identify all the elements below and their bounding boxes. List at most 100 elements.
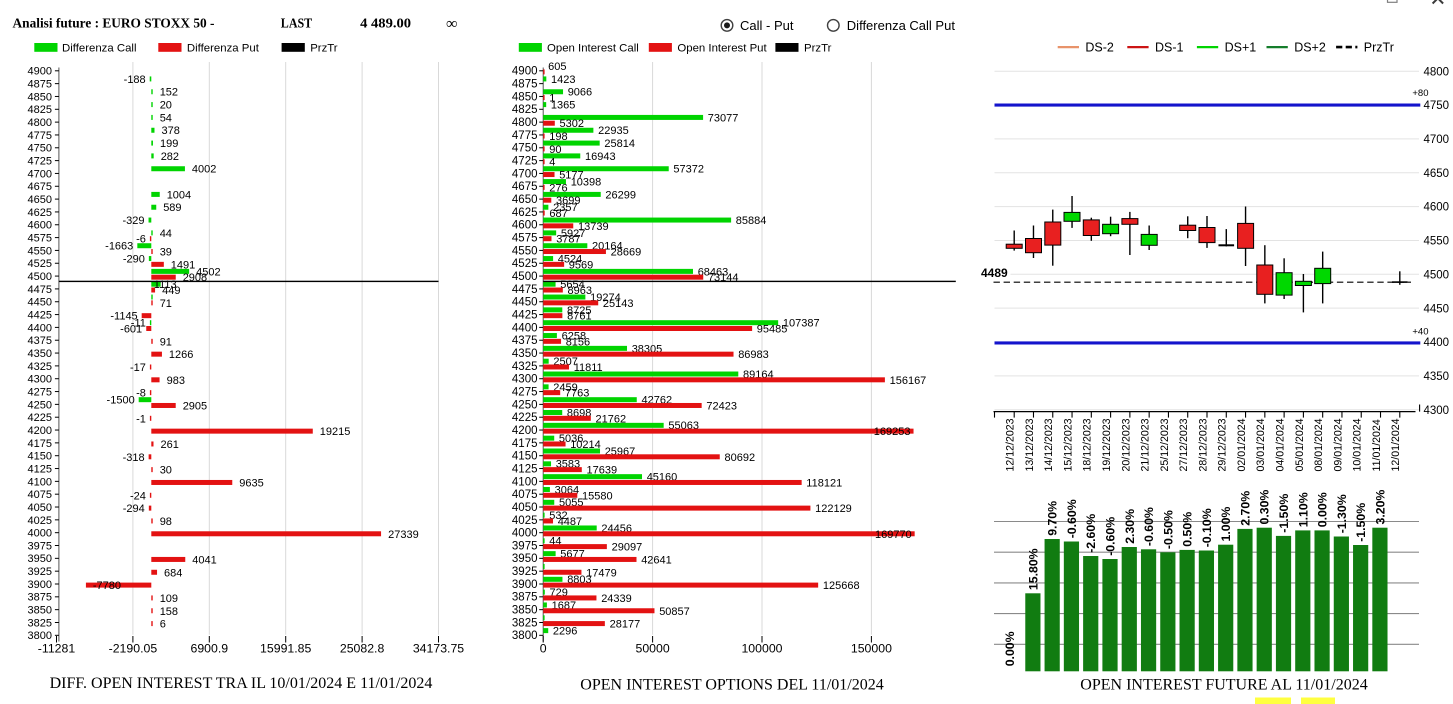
- svg-text:DS+2: DS+2: [1294, 40, 1326, 54]
- svg-text:983: 983: [167, 375, 185, 387]
- svg-text:68463: 68463: [698, 266, 729, 278]
- svg-text:-0.60%: -0.60%: [1104, 517, 1118, 556]
- svg-text:11/01/2024: 11/01/2024: [1371, 419, 1383, 471]
- svg-text:4600: 4600: [28, 220, 52, 232]
- svg-text:DS-2: DS-2: [1085, 40, 1114, 54]
- svg-text:Open Interest Put: Open Interest Put: [677, 42, 767, 54]
- svg-text:4775: 4775: [512, 130, 538, 142]
- svg-text:-1.50%: -1.50%: [1354, 503, 1368, 542]
- svg-text:4575: 4575: [512, 233, 538, 245]
- svg-text:17639: 17639: [587, 465, 618, 477]
- svg-text:2.30%: 2.30%: [1123, 509, 1137, 544]
- svg-text:4575: 4575: [28, 233, 52, 245]
- svg-text:4075: 4075: [28, 489, 52, 501]
- svg-text:29/12/2023: 29/12/2023: [1217, 418, 1229, 471]
- svg-text:4489: 4489: [981, 266, 1008, 280]
- svg-text:4700: 4700: [28, 168, 52, 180]
- svg-text:13739: 13739: [578, 221, 609, 233]
- svg-text:4450: 4450: [28, 297, 52, 309]
- svg-text:4150: 4150: [28, 451, 52, 463]
- svg-text:Differenza Put: Differenza Put: [187, 42, 260, 54]
- svg-text:80692: 80692: [725, 452, 756, 464]
- svg-text:4: 4: [549, 157, 555, 169]
- svg-text:3925: 3925: [28, 566, 52, 578]
- svg-text:4200: 4200: [28, 425, 52, 437]
- svg-text:684: 684: [164, 567, 182, 579]
- svg-text:OPEN INTEREST OPTIONS DEL 11/0: OPEN INTEREST OPTIONS DEL 11/01/2024: [580, 677, 883, 694]
- svg-text:3975: 3975: [512, 540, 538, 552]
- svg-text:03/01/2024: 03/01/2024: [1255, 418, 1267, 471]
- svg-text:20: 20: [160, 100, 172, 112]
- svg-text:-1145: -1145: [110, 311, 137, 323]
- svg-text:21/12/2023: 21/12/2023: [1140, 418, 1152, 471]
- svg-text:DS+1: DS+1: [1225, 40, 1257, 54]
- svg-text:5302: 5302: [560, 118, 584, 130]
- svg-text:73077: 73077: [708, 112, 739, 124]
- svg-text:26299: 26299: [605, 189, 636, 201]
- svg-text:30: 30: [160, 465, 172, 477]
- svg-text:4700: 4700: [1424, 134, 1450, 146]
- svg-text:4800: 4800: [512, 117, 538, 129]
- svg-text:4250: 4250: [28, 399, 52, 411]
- svg-text:125668: 125668: [823, 580, 860, 592]
- svg-text:4700: 4700: [512, 168, 538, 180]
- svg-text:50857: 50857: [659, 606, 690, 618]
- svg-text:-329: -329: [122, 215, 144, 227]
- svg-text:4125: 4125: [28, 463, 52, 475]
- svg-text:4275: 4275: [28, 386, 52, 398]
- svg-text:4725: 4725: [512, 156, 538, 168]
- svg-text:2357: 2357: [553, 202, 577, 214]
- svg-text:4800: 4800: [28, 117, 52, 129]
- svg-text:4750: 4750: [512, 143, 538, 155]
- svg-text:4425: 4425: [28, 310, 52, 322]
- svg-text:-7780: -7780: [93, 580, 121, 592]
- svg-text:1: 1: [549, 93, 555, 105]
- svg-text:Analisi future : EURO STOXX 50: Analisi future : EURO STOXX 50 -: [13, 17, 215, 32]
- svg-text:1266: 1266: [169, 349, 193, 361]
- svg-text:28/12/2023: 28/12/2023: [1197, 418, 1209, 471]
- svg-text:4550: 4550: [28, 245, 52, 257]
- svg-text:152: 152: [160, 87, 178, 99]
- svg-text:8156: 8156: [566, 336, 590, 348]
- svg-text:24339: 24339: [601, 593, 632, 605]
- svg-text:4650: 4650: [28, 194, 52, 206]
- svg-text:-6: -6: [136, 234, 146, 246]
- svg-text:4650: 4650: [512, 194, 538, 206]
- svg-text:4525: 4525: [28, 258, 52, 270]
- svg-text:44: 44: [160, 228, 172, 240]
- svg-text:4250: 4250: [512, 399, 538, 411]
- svg-text:4775: 4775: [28, 130, 52, 142]
- svg-text:169253: 169253: [874, 426, 911, 438]
- svg-text:-294: -294: [123, 503, 145, 515]
- svg-text:-17: -17: [130, 362, 146, 374]
- svg-text:4175: 4175: [28, 438, 52, 450]
- svg-text:4500: 4500: [512, 271, 538, 283]
- svg-text:3875: 3875: [28, 592, 52, 604]
- svg-text:4400: 4400: [1424, 337, 1450, 349]
- svg-text:4041: 4041: [192, 554, 216, 566]
- svg-text:-11281: -11281: [38, 642, 76, 656]
- svg-text:08/01/2024: 08/01/2024: [1313, 418, 1325, 471]
- svg-text:25082.8: 25082.8: [340, 642, 385, 656]
- svg-text:-188: -188: [124, 74, 146, 86]
- svg-text:122129: 122129: [815, 503, 852, 515]
- svg-text:118121: 118121: [806, 478, 842, 490]
- svg-text:158: 158: [160, 606, 178, 618]
- svg-text:9.70%: 9.70%: [1046, 501, 1060, 536]
- svg-text:0.50%: 0.50%: [1181, 512, 1195, 547]
- svg-text:28669: 28669: [611, 247, 642, 259]
- svg-text:DS-1: DS-1: [1155, 40, 1184, 54]
- svg-text:4100: 4100: [28, 476, 52, 488]
- svg-text:-290: -290: [123, 253, 145, 265]
- svg-text:-1500: -1500: [107, 395, 135, 407]
- svg-text:11811: 11811: [574, 362, 603, 374]
- svg-text:3800: 3800: [28, 630, 52, 642]
- svg-text:4300: 4300: [512, 374, 538, 386]
- svg-text:3787: 3787: [556, 234, 580, 246]
- svg-text:71: 71: [160, 298, 172, 310]
- svg-text:1423: 1423: [551, 74, 575, 86]
- svg-text:4300: 4300: [1424, 405, 1450, 417]
- svg-text:25/12/2023: 25/12/2023: [1159, 418, 1171, 471]
- svg-text:261: 261: [161, 439, 179, 451]
- svg-text:3825: 3825: [28, 617, 52, 629]
